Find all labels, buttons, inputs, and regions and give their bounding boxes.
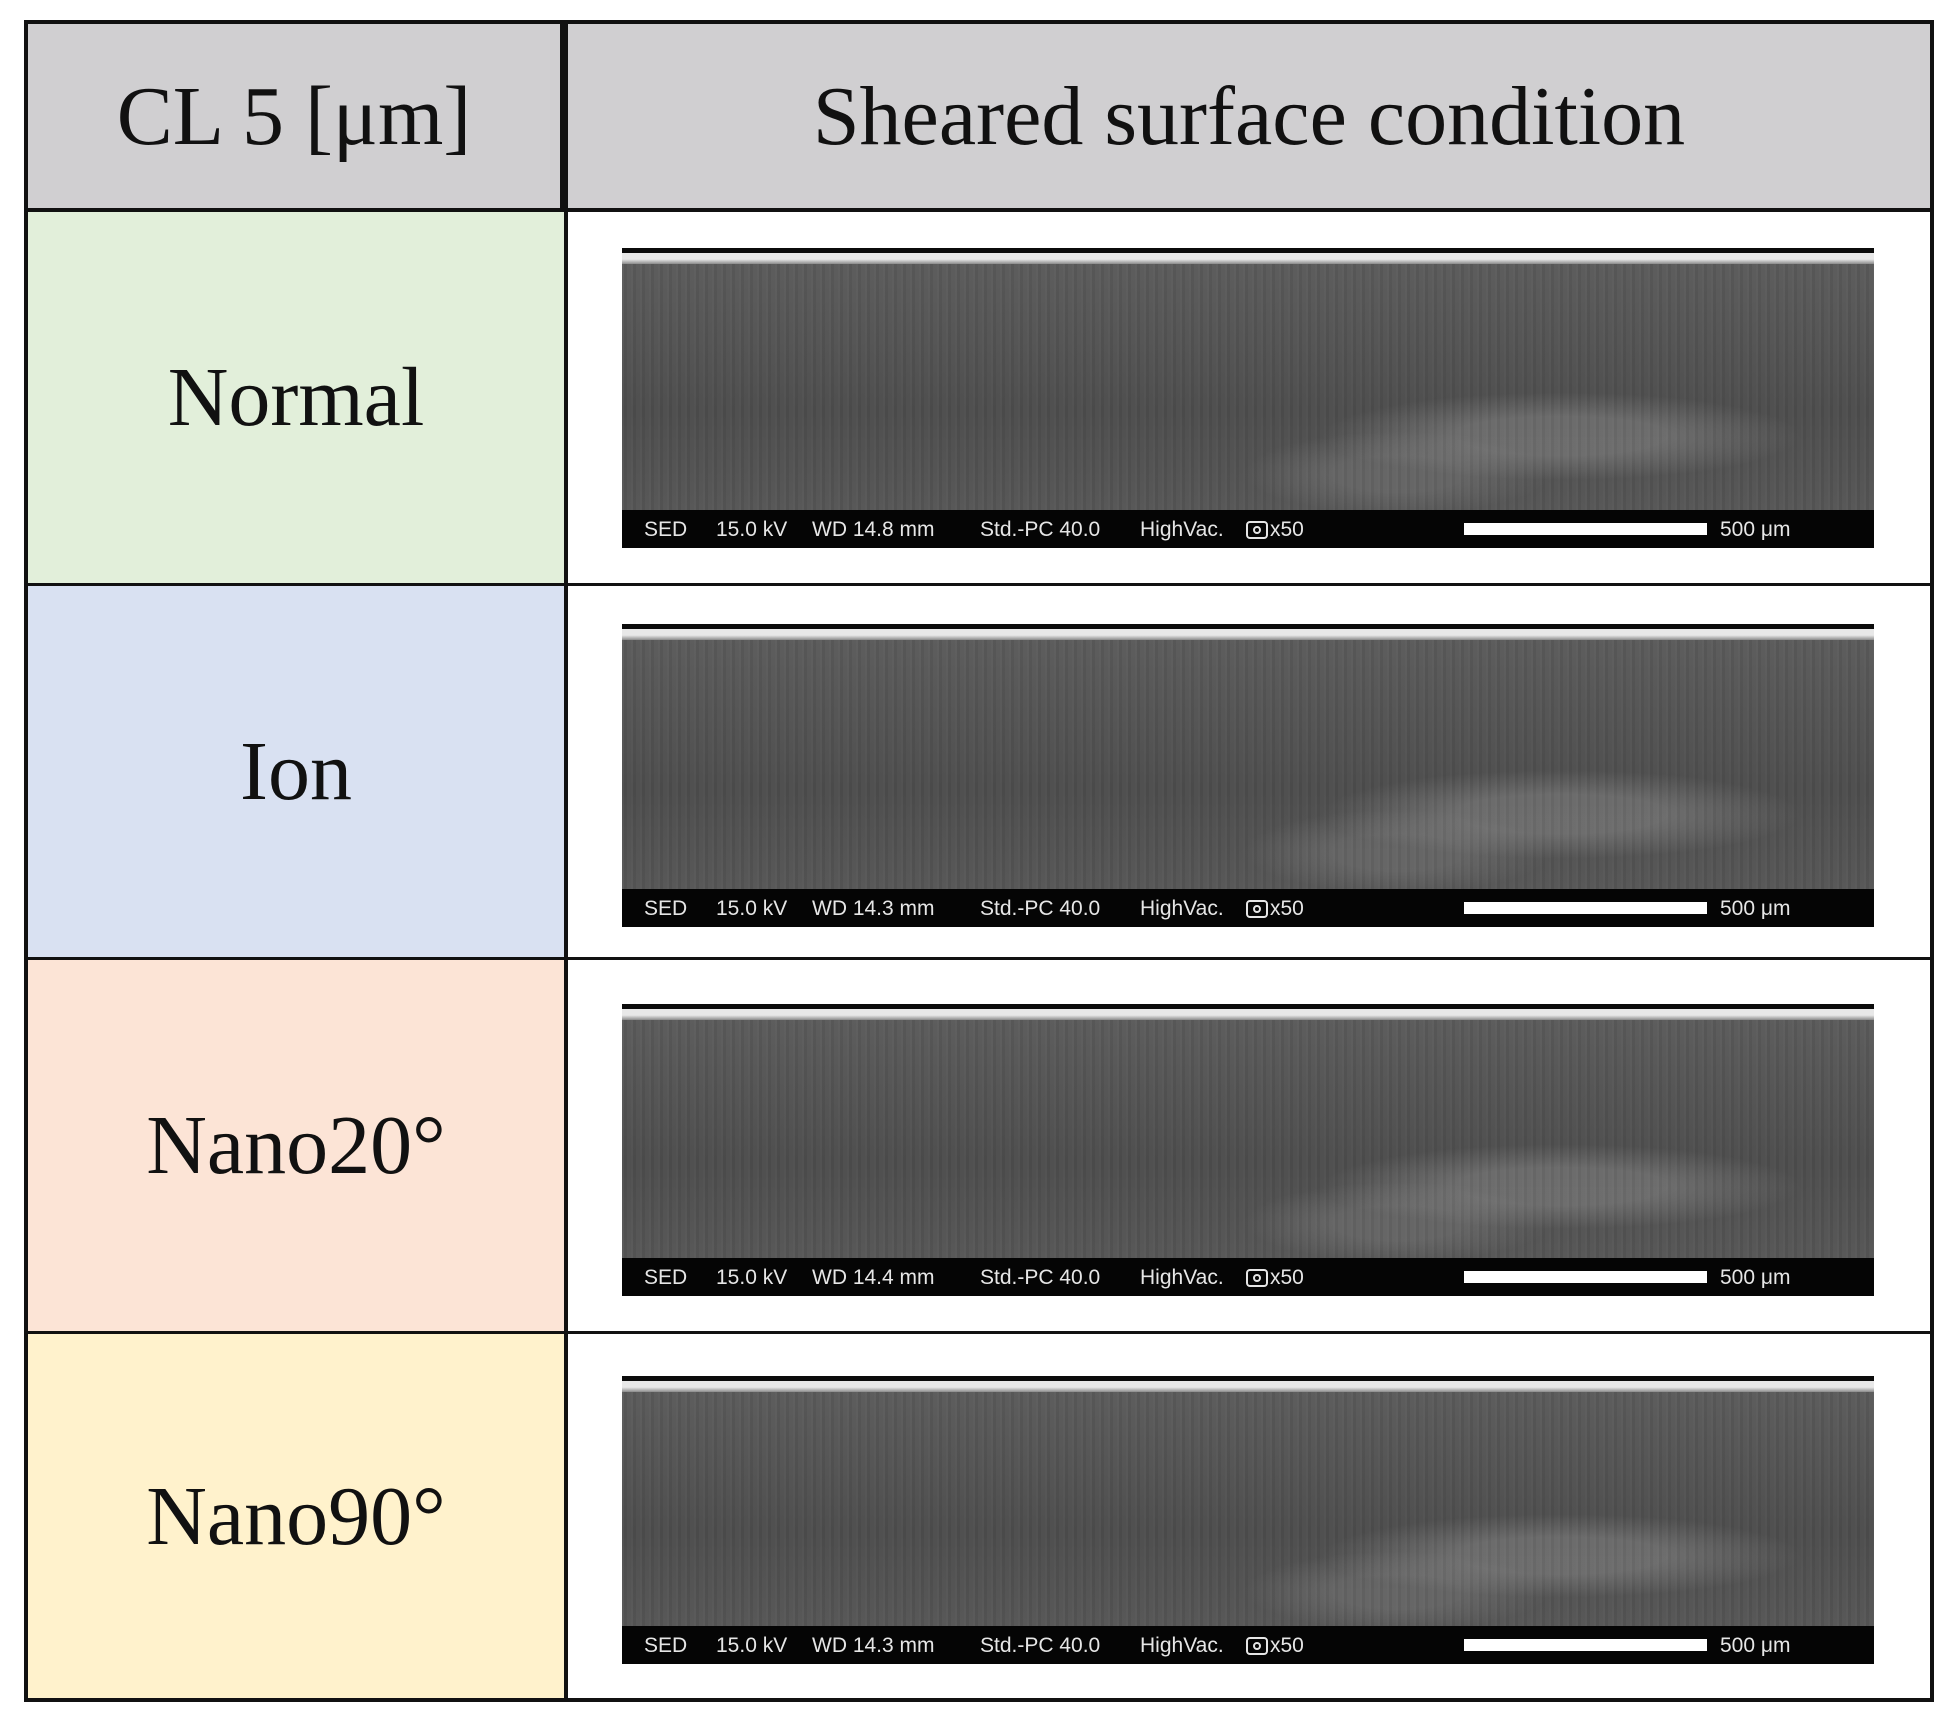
sem-image-nano90: SED 15.0 kV WD 14.3 mm Std.-PC 40.0 High… xyxy=(622,1376,1874,1664)
sem-info-bar: SED 15.0 kV WD 14.3 mm Std.-PC 40.0 High… xyxy=(622,889,1874,927)
sem-image-nano20: SED 15.0 kV WD 14.4 mm Std.-PC 40.0 High… xyxy=(622,1004,1874,1296)
row-label-nano90: Nano90° xyxy=(28,1334,564,1698)
row-divider xyxy=(28,583,1930,586)
sem-cell-normal: SED 15.0 kV WD 14.8 mm Std.-PC 40.0 High… xyxy=(568,212,1930,583)
row-label-ion: Ion xyxy=(28,586,564,957)
sem-info-bar: SED 15.0 kV WD 14.8 mm Std.-PC 40.0 High… xyxy=(622,510,1874,548)
sem-info-bar: SED 15.0 kV WD 14.4 mm Std.-PC 40.0 High… xyxy=(622,1258,1874,1296)
scale-bar xyxy=(1464,1639,1707,1651)
sem-cell-nano20: SED 15.0 kV WD 14.4 mm Std.-PC 40.0 High… xyxy=(568,960,1930,1331)
sem-cell-ion: SED 15.0 kV WD 14.3 mm Std.-PC 40.0 High… xyxy=(568,586,1930,957)
scale-bar xyxy=(1464,902,1707,914)
scale-bar xyxy=(1464,1271,1707,1283)
sem-image-ion: SED 15.0 kV WD 14.3 mm Std.-PC 40.0 High… xyxy=(622,624,1874,927)
header-divider xyxy=(28,208,1930,212)
camera-icon xyxy=(1246,900,1268,918)
header-surface-label: Sheared surface condition xyxy=(568,24,1930,208)
sem-info-bar: SED 15.0 kV WD 14.3 mm Std.-PC 40.0 High… xyxy=(622,1626,1874,1664)
scale-bar xyxy=(1464,523,1707,535)
sem-image-normal: SED 15.0 kV WD 14.8 mm Std.-PC 40.0 High… xyxy=(622,248,1874,548)
column-divider xyxy=(564,24,568,1698)
sem-cell-nano90: SED 15.0 kV WD 14.3 mm Std.-PC 40.0 High… xyxy=(568,1334,1930,1698)
results-table: CL 5 [μm] Sheared surface condition Norm… xyxy=(24,20,1934,1702)
header-condition-label: CL 5 [μm] xyxy=(28,24,564,208)
row-label-nano20: Nano20° xyxy=(28,960,564,1331)
row-label-normal: Normal xyxy=(28,212,564,583)
camera-icon xyxy=(1246,521,1268,539)
camera-icon xyxy=(1246,1269,1268,1287)
row-divider xyxy=(28,957,1930,960)
camera-icon xyxy=(1246,1637,1268,1655)
row-divider xyxy=(28,1331,1930,1334)
